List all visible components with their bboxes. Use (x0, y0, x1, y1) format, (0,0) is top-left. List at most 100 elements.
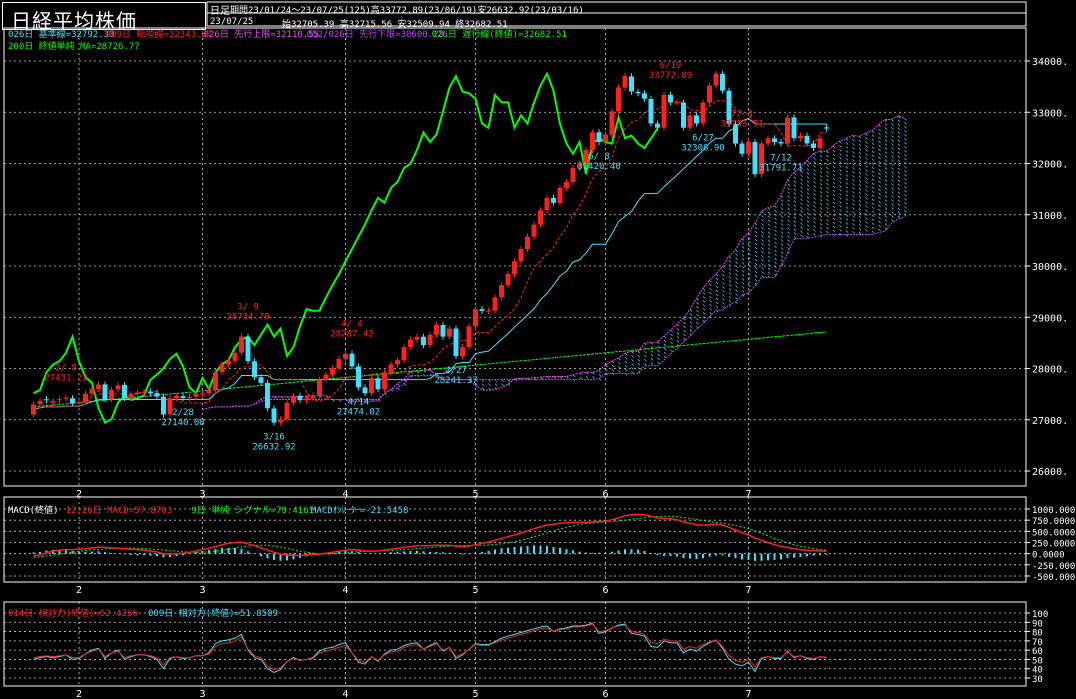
candle-body (271, 408, 277, 423)
annotation-date: 3/16 (263, 433, 285, 443)
candle-body (804, 135, 810, 144)
cloud-hatch (813, 229, 816, 232)
cloud-hatch (644, 358, 647, 362)
cloud-hatch (663, 339, 667, 343)
annotation-value: 26632.92 (252, 443, 295, 453)
candle-body (726, 90, 732, 124)
x-tick-label: 5 (473, 489, 479, 500)
cloud-hatch (715, 273, 719, 277)
cloud-hatch (826, 182, 829, 186)
cloud-hatch (871, 162, 875, 166)
cloud-hatch (832, 149, 836, 153)
legend-item: 026日 先行上限=32110.55 (204, 28, 319, 40)
cloud-hatch (754, 250, 758, 254)
cloud-hatch (754, 246, 758, 250)
cloud-hatch (839, 181, 842, 184)
cloud-hatch (683, 325, 686, 329)
cloud-hatch (871, 210, 875, 214)
y-tick-label: 27000. (1032, 416, 1068, 427)
x-tick-label: 6 (603, 689, 609, 699)
candle-body (421, 336, 426, 346)
cloud-hatch (852, 211, 855, 214)
cloud-hatch (858, 199, 862, 203)
cloud-hatch (865, 165, 868, 168)
macd-legend-item: MACD(終値) (8, 504, 59, 516)
cloud-hatch (871, 190, 875, 194)
rsi-legend-item: 014日 相対力(終値)=52.4266 (8, 607, 138, 619)
cloud-hatch (780, 247, 784, 250)
cloud-hatch (891, 183, 894, 186)
chikou-line (33, 71, 659, 424)
cloud-hatch (780, 231, 784, 234)
y-tick-label: 90 (1032, 619, 1043, 629)
cloud-hatch (891, 171, 894, 174)
cloud-hatch (774, 249, 777, 253)
cloud-hatch (767, 247, 771, 250)
cloud-hatch (715, 305, 719, 309)
cloud-hatch (748, 288, 751, 292)
cloud-hatch (735, 277, 738, 280)
cloud-hatch (767, 215, 771, 218)
cloud-hatch (650, 358, 654, 361)
annotation-value: 28287.42 (330, 330, 373, 340)
cloud-hatch (852, 207, 855, 210)
cloud-hatch (865, 209, 868, 212)
candle-body (336, 358, 342, 369)
cloud-hatch (618, 365, 621, 369)
cloud-hatch (839, 157, 842, 160)
cloud-hatch (904, 209, 907, 213)
cloud-hatch (644, 354, 647, 358)
cloud-hatch (806, 200, 810, 203)
cloud-hatch (832, 229, 836, 233)
candle-body (70, 398, 75, 403)
cloud-hatch (858, 171, 862, 175)
cloud-hatch (878, 212, 881, 216)
cloud-hatch (709, 295, 712, 299)
cloud-hatch (852, 219, 855, 222)
cloud-hatch (891, 131, 894, 134)
cloud-hatch (806, 164, 810, 167)
cloud-hatch (819, 203, 823, 206)
cloud-hatch (800, 170, 803, 174)
cloud-hatch (832, 205, 836, 209)
cloud-hatch (897, 207, 901, 211)
cloud-hatch (904, 137, 907, 141)
cloud-hatch (787, 195, 790, 199)
cloud-hatch (722, 290, 725, 293)
candle-body (661, 94, 667, 128)
cloud-hatch (897, 179, 901, 183)
candle-body (453, 328, 459, 357)
cloud-hatch (787, 223, 790, 227)
annotation-value: 31791.71 (759, 164, 802, 174)
cloud-hatch (605, 368, 608, 372)
cloud-hatch (741, 290, 745, 293)
cloud-hatch (871, 182, 875, 186)
cloud-hatch (871, 218, 875, 222)
cloud-hatch (858, 223, 862, 227)
cloud-hatch (332, 399, 335, 402)
candle-body (109, 389, 114, 400)
cloud-hatch (618, 369, 621, 373)
cloud-hatch (878, 136, 881, 140)
cloud-hatch (878, 220, 881, 224)
cloud-hatch (878, 224, 881, 228)
cloud-hatch (728, 284, 732, 287)
cloud-hatch (871, 170, 875, 174)
cloud-hatch (819, 167, 823, 170)
candle-body (674, 102, 680, 104)
cloud-hatch (397, 387, 400, 390)
y-tick-label: 29000. (1032, 313, 1068, 324)
y-tick-label: 0.0000 (1032, 551, 1065, 561)
cloud-hatch (754, 254, 758, 258)
cloud-hatch (884, 167, 888, 170)
y-tick-label: 30 (1032, 675, 1043, 685)
candle-body (564, 181, 569, 189)
cloud-hatch (832, 209, 836, 213)
cloud-hatch (709, 303, 712, 307)
x-tick-label: 6 (603, 585, 609, 596)
cloud-hatch (663, 347, 667, 351)
cloud-hatch (839, 225, 842, 228)
cloud-hatch (787, 227, 790, 231)
cloud-hatch (826, 186, 829, 190)
cloud-hatch (845, 166, 849, 169)
